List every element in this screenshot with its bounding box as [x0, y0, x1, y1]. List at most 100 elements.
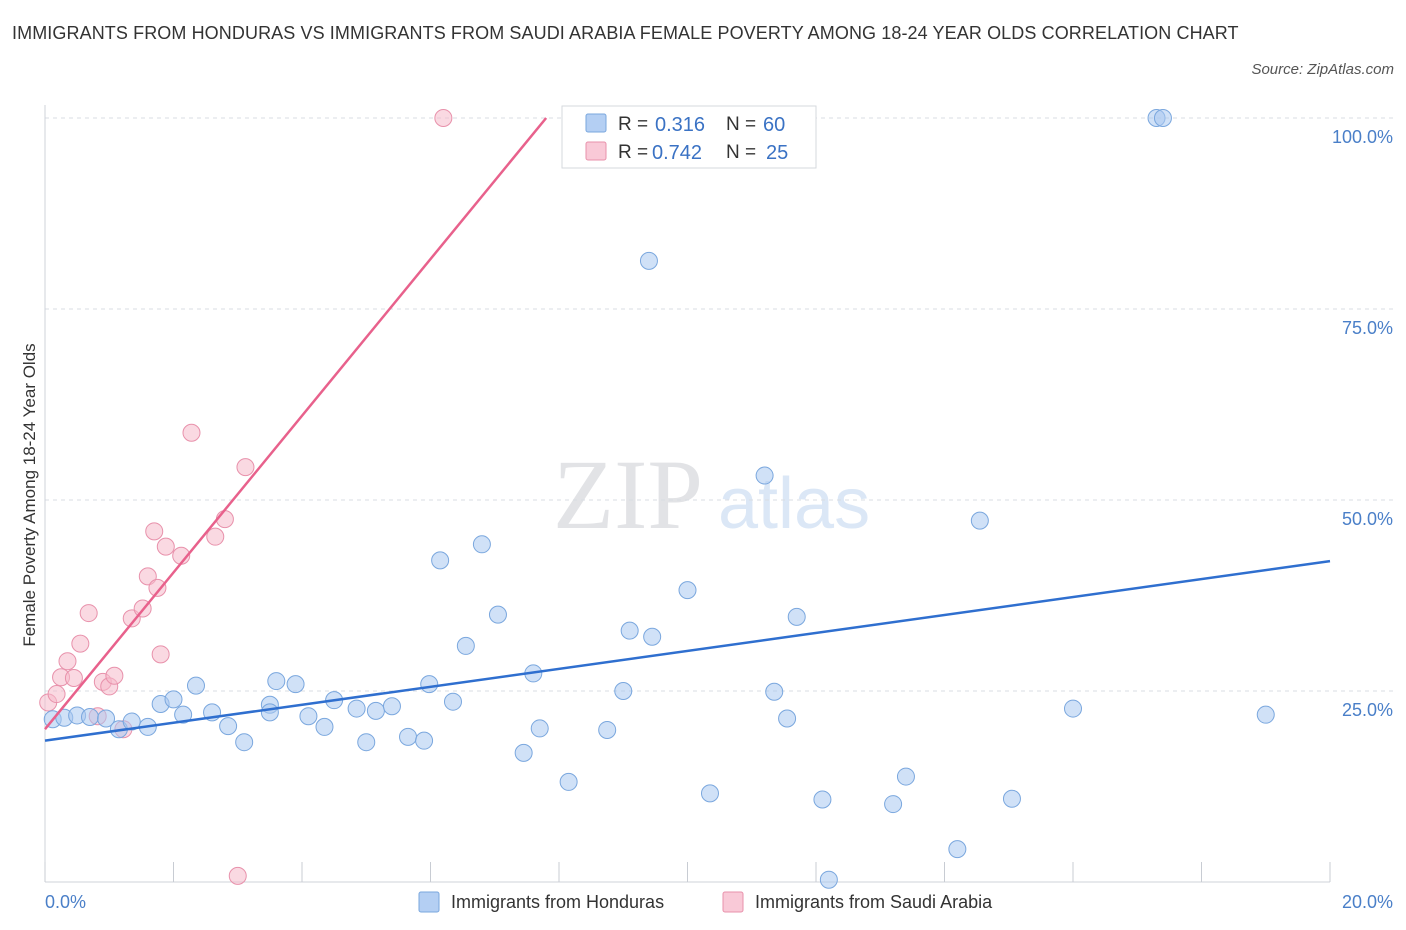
- point-honduras-48: [787, 607, 806, 626]
- point-honduras-42: [639, 251, 658, 270]
- stats-legend-n-value-1: 60: [763, 114, 785, 136]
- point-saudi-arabia-25: [434, 109, 453, 127]
- y-tick-label-50: 50.0%: [1342, 509, 1393, 529]
- point-honduras-45: [755, 466, 774, 485]
- stats-legend-r-value-1: 0.316: [655, 114, 705, 136]
- point-honduras-10: [174, 705, 193, 724]
- legend-swatch-honduras: [418, 891, 440, 913]
- trend-line-saudi-arabia: [44, 117, 548, 730]
- point-saudi-arabia-10: [105, 666, 124, 685]
- point-honduras-14: [235, 733, 254, 752]
- legend-label-saudi-arabia: Immigrants from Saudi Arabia: [755, 892, 993, 912]
- point-honduras-59: [1256, 705, 1275, 724]
- y-tick-label-75: 75.0%: [1342, 318, 1393, 338]
- point-saudi-arabia-17: [151, 645, 170, 664]
- point-honduras-20: [315, 717, 334, 736]
- point-saudi-arabia-16: [148, 578, 167, 597]
- point-honduras-3: [80, 707, 99, 726]
- point-honduras-30: [443, 692, 462, 711]
- point-honduras-38: [598, 720, 617, 739]
- chart-source: Source: ZipAtlas.com: [1251, 61, 1394, 78]
- chart-title: IMMIGRANTS FROM HONDURAS VS IMMIGRANTS F…: [12, 23, 1239, 43]
- grid: [45, 117, 1393, 692]
- y-tick-label-25: 25.0%: [1342, 700, 1393, 720]
- point-saudi-arabia-23: [236, 458, 255, 477]
- point-honduras-52: [896, 767, 915, 786]
- point-saudi-arabia-21: [206, 527, 225, 546]
- trend-lines: [44, 117, 1331, 742]
- point-saudi-arabia-18: [156, 537, 175, 556]
- point-honduras-39: [614, 682, 633, 700]
- point-honduras-43: [678, 581, 697, 600]
- series-saudi-arabia-points: [39, 109, 453, 885]
- point-saudi-arabia-14: [138, 567, 157, 586]
- point-honduras-51: [884, 795, 903, 814]
- point-honduras-49: [813, 790, 832, 809]
- point-honduras-56: [1064, 699, 1082, 718]
- point-honduras-44: [700, 784, 719, 803]
- stats-legend-n-label-2: N =: [726, 142, 756, 163]
- point-honduras-33: [488, 605, 507, 624]
- point-honduras-23: [357, 733, 376, 752]
- stats-legend-r-label-1: R =: [618, 114, 648, 135]
- point-honduras-37: [559, 772, 578, 791]
- stats-legend: R = 0.316 N = 60 R = 0.742 N = 25: [561, 105, 817, 169]
- point-honduras-17: [267, 672, 286, 691]
- stats-legend-swatch-saudi-arabia: [585, 141, 607, 161]
- point-honduras-54: [970, 511, 989, 530]
- point-honduras-47: [778, 709, 797, 728]
- trend-line-honduras: [44, 559, 1331, 742]
- x-tick-label-min: 0.0%: [45, 892, 86, 912]
- point-honduras-27: [415, 731, 434, 750]
- point-honduras-22: [347, 699, 366, 718]
- point-honduras-28: [420, 675, 439, 694]
- point-honduras-29: [431, 551, 450, 570]
- point-honduras-13: [219, 717, 238, 736]
- watermark-atlas: atlas: [718, 464, 870, 544]
- point-honduras-4: [97, 709, 116, 728]
- point-honduras-34: [514, 743, 533, 762]
- point-saudi-arabia-22: [215, 510, 234, 529]
- stats-legend-swatch-honduras: [585, 113, 607, 133]
- point-saudi-arabia-1: [47, 685, 66, 704]
- point-honduras-9: [164, 690, 183, 709]
- stats-legend-n-value-2: 25: [766, 142, 788, 164]
- point-honduras-32: [472, 535, 491, 554]
- point-honduras-31: [456, 636, 475, 655]
- point-honduras-25: [382, 697, 401, 716]
- y-tick-labels: 25.0% 50.0% 75.0% 100.0%: [1332, 127, 1393, 720]
- point-honduras-11: [186, 676, 205, 695]
- point-saudi-arabia-3: [58, 652, 77, 671]
- point-honduras-53: [948, 840, 967, 859]
- point-saudi-arabia-15: [145, 522, 164, 541]
- y-axis-title: Female Poverty Among 18-24 Year Olds: [20, 343, 39, 646]
- y-tick-label-100: 100.0%: [1332, 127, 1393, 147]
- point-honduras-55: [1002, 789, 1021, 808]
- point-honduras-24: [366, 701, 385, 720]
- point-honduras-18: [286, 675, 305, 694]
- watermark-zip: ZIP: [553, 439, 703, 550]
- stats-legend-r-value-2: 0.742: [652, 142, 702, 164]
- point-honduras-40: [620, 621, 639, 640]
- point-honduras-58: [1153, 109, 1172, 127]
- legend-swatch-saudi-arabia: [722, 891, 744, 913]
- stats-legend-r-label-2: R =: [618, 142, 648, 163]
- point-saudi-arabia-5: [71, 634, 90, 653]
- point-honduras-41: [643, 627, 662, 646]
- x-tick-label-max: 20.0%: [1342, 892, 1393, 912]
- point-saudi-arabia-4: [64, 669, 83, 688]
- x-ticks: [44, 862, 1331, 882]
- point-honduras-26: [399, 727, 418, 746]
- point-honduras-16: [260, 703, 279, 722]
- stats-legend-n-label-1: N =: [726, 114, 756, 135]
- series-legend: Immigrants from Honduras Immigrants from…: [418, 891, 993, 913]
- legend-label-honduras: Immigrants from Honduras: [451, 892, 664, 912]
- point-honduras-19: [299, 707, 318, 726]
- point-saudi-arabia-6: [79, 604, 98, 623]
- point-honduras-46: [765, 682, 784, 701]
- point-honduras-50: [819, 870, 838, 889]
- point-honduras-6: [122, 712, 141, 731]
- point-saudi-arabia-24: [228, 866, 247, 885]
- point-honduras-36: [530, 719, 549, 738]
